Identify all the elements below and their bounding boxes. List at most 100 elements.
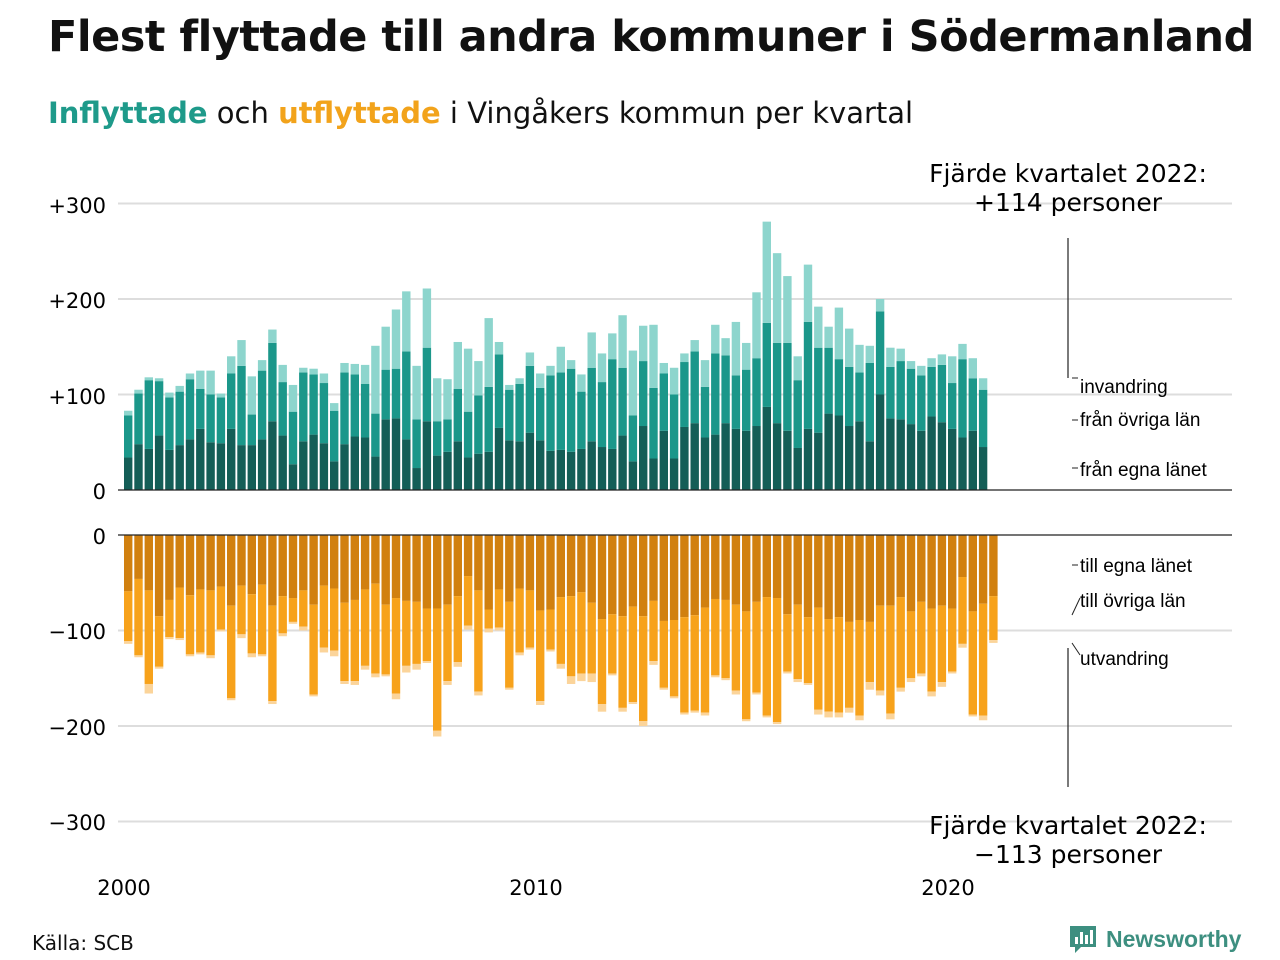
inflow-bar-2-4 <box>165 392 174 398</box>
outflow-bar-2-61 <box>752 692 761 695</box>
inflow-bar-0-35 <box>484 451 493 490</box>
outflow-bar-2-28 <box>412 663 421 670</box>
outflow-bar-1-21 <box>340 602 349 682</box>
inflow-bar-1-80 <box>948 383 957 429</box>
outflow-bar-1-6 <box>185 595 195 655</box>
outflow-bar-1-10 <box>227 605 236 699</box>
outflow-bar-1-23 <box>360 589 370 666</box>
outflow-bar-0-16 <box>288 535 298 599</box>
x-tick-2010: 2010 <box>509 876 562 900</box>
inflow-bar-0-9 <box>216 443 226 490</box>
inflow-bar-1-20 <box>330 410 339 462</box>
label-till-egna-lanet: till egna länet <box>1080 556 1193 577</box>
outflow-bar-2-27 <box>402 665 411 673</box>
outflow-bar-0-20 <box>330 535 339 589</box>
outflow-bar-2-6 <box>185 654 195 657</box>
inflow-bar-1-37 <box>505 389 514 441</box>
outflow-bar-2-79 <box>937 682 947 687</box>
inflow-bar-0-69 <box>834 415 844 490</box>
outflow-bar-0-67 <box>814 535 823 608</box>
outflow-bar-1-19 <box>319 585 329 648</box>
outflow-bar-0-76 <box>906 535 916 612</box>
inflow-bar-1-41 <box>546 375 555 451</box>
inflow-bar-0-11 <box>237 445 246 490</box>
inflow-bar-2-22 <box>350 363 359 375</box>
inflow-bar-0-40 <box>536 440 545 490</box>
outflow-bar-2-46 <box>597 704 607 712</box>
inflow-bar-0-77 <box>917 430 926 490</box>
inflow-bar-0-19 <box>319 443 329 490</box>
inflow-bar-1-70 <box>845 366 854 427</box>
label-fran-ovriga-lan: från övriga län <box>1080 410 1200 431</box>
inflow-bar-1-6 <box>185 379 195 440</box>
outflow-bar-0-46 <box>597 535 607 620</box>
outflow-bar-2-41 <box>546 649 555 652</box>
inflow-bar-0-78 <box>927 416 936 490</box>
outflow-bar-1-3 <box>154 616 164 667</box>
inflow-bar-1-81 <box>958 359 967 438</box>
outflow-bar-1-68 <box>824 619 833 712</box>
outflow-bar-0-77 <box>917 535 926 602</box>
inflow-bar-2-50 <box>639 325 648 362</box>
inflow-bar-1-40 <box>536 387 545 441</box>
outflow-bar-0-3 <box>154 535 164 617</box>
inflow-bar-1-31 <box>443 419 452 452</box>
outflow-bar-1-46 <box>597 619 607 705</box>
outflow-bar-2-63 <box>772 722 782 725</box>
inflow-bar-2-52 <box>659 362 668 374</box>
outflow-bar-2-34 <box>474 691 483 696</box>
inflow-bar-0-16 <box>288 464 298 490</box>
outflow-bar-1-60 <box>742 611 751 720</box>
inflow-bar-2-23 <box>360 364 370 384</box>
inflow-bar-2-3 <box>154 378 164 382</box>
inflow-bar-1-72 <box>865 362 874 442</box>
outflow-bar-1-43 <box>566 596 576 677</box>
inflow-bar-2-39 <box>525 352 535 366</box>
outflow-bar-0-18 <box>309 535 318 605</box>
outflow-bar-2-23 <box>360 665 370 670</box>
outflow-bar-2-77 <box>917 673 926 677</box>
outflow-bar-0-14 <box>268 535 277 606</box>
outflow-bar-1-65 <box>793 604 802 680</box>
inflow-bar-2-7 <box>196 370 205 389</box>
inflow-bar-2-18 <box>309 368 318 375</box>
inflow-bar-1-16 <box>288 411 298 465</box>
inflow-bar-0-25 <box>381 419 390 490</box>
inflow-bar-0-51 <box>649 458 658 490</box>
inflow-bar-0-31 <box>443 451 452 490</box>
inflow-bar-2-37 <box>505 384 514 390</box>
inflow-bar-2-66 <box>803 264 813 322</box>
inflow-bar-0-55 <box>690 423 699 490</box>
inflow-bar-2-46 <box>597 353 607 383</box>
outflow-bar-2-24 <box>371 673 380 678</box>
outflow-bar-1-70 <box>845 621 854 708</box>
outflow-bar-2-53 <box>669 696 679 699</box>
outflow-bar-2-25 <box>381 674 390 677</box>
outflow-bar-2-10 <box>227 698 236 701</box>
inflow-bar-1-18 <box>309 374 318 435</box>
inflow-bar-1-9 <box>216 397 226 444</box>
inflow-bar-1-78 <box>927 366 936 417</box>
outflow-bar-0-38 <box>515 535 524 589</box>
inflow-bar-1-54 <box>680 362 689 427</box>
inflow-bar-1-11 <box>237 365 246 446</box>
inflow-bar-0-41 <box>546 450 555 490</box>
inflow-bar-2-64 <box>783 276 792 343</box>
outflow-bar-0-82 <box>968 535 977 612</box>
inflow-bar-1-61 <box>752 358 761 427</box>
inflow-bar-1-12 <box>247 414 256 446</box>
outflow-bar-2-70 <box>845 707 854 713</box>
outflow-bar-1-42 <box>556 597 565 664</box>
inflow-bar-1-49 <box>628 415 638 462</box>
inflow-bar-0-21 <box>340 444 349 490</box>
inflow-bar-1-82 <box>968 378 977 431</box>
outflow-bar-0-33 <box>463 535 473 577</box>
outflow-bar-0-24 <box>371 535 380 584</box>
inflow-bar-2-54 <box>680 353 689 363</box>
inflow-bar-0-10 <box>227 428 236 490</box>
inflow-bar-0-58 <box>721 423 730 490</box>
outflow-bar-2-72 <box>865 682 874 690</box>
inflow-bar-2-51 <box>649 324 658 388</box>
inflow-bar-2-20 <box>330 403 339 411</box>
outflow-bar-0-41 <box>546 535 555 610</box>
